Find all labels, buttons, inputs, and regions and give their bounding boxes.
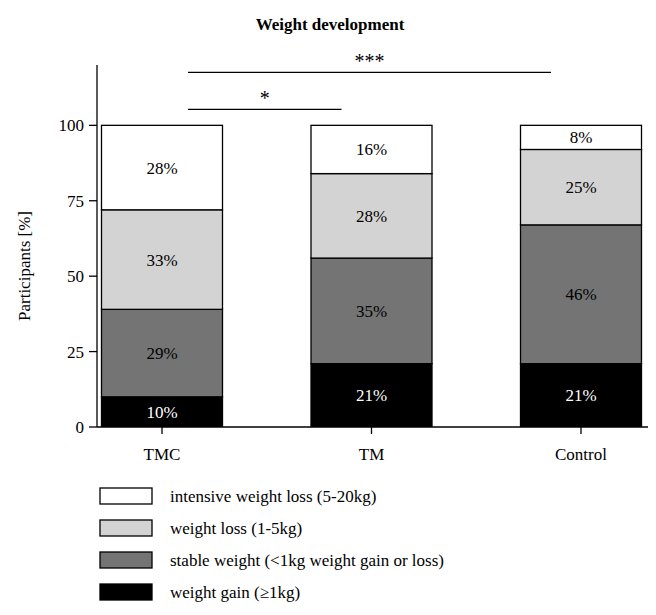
data-label: 28% (146, 159, 177, 178)
chart: Weight development Participants [%] 10% 29%… (0, 0, 656, 615)
legend-label: intensive weight loss (5-20kg) (170, 487, 376, 506)
y-tick-label: 75 (67, 192, 84, 211)
title: Weight development (256, 15, 405, 34)
y-tick (89, 426, 97, 427)
data-label: 16% (356, 140, 387, 159)
bar-segment (311, 258, 432, 364)
y-tick (89, 276, 97, 277)
bar-segment (311, 174, 432, 258)
bar-segment (521, 225, 642, 364)
significance-label: *** (355, 50, 385, 72)
y-tick (89, 125, 97, 126)
bar-segment (311, 364, 432, 427)
x-tick (580, 427, 581, 434)
bar-segment (311, 125, 432, 173)
y-tick (89, 200, 97, 201)
x-tick (161, 427, 162, 434)
x-tick (371, 427, 372, 434)
bar-segment (102, 309, 223, 396)
bar-segment (102, 125, 223, 209)
x-axis (97, 426, 648, 427)
legend-label: weight gain (≥1kg) (170, 583, 300, 602)
legend-label: stable weight (<1kg weight gain or loss) (170, 551, 444, 570)
bar-segment (521, 125, 642, 149)
data-label: 33% (146, 251, 177, 270)
data-label: 8% (570, 128, 593, 147)
data-label: 21% (565, 386, 596, 405)
bar-segment (102, 210, 223, 310)
x-tick-label: Control (555, 445, 607, 464)
data-label: 21% (356, 386, 387, 405)
x-tick-label: TMC (144, 445, 181, 464)
bar-segment (521, 149, 642, 224)
data-label: 35% (356, 302, 387, 321)
y-tick-label: 50 (67, 267, 84, 286)
legend-label: weight loss (1-5kg) (170, 519, 302, 538)
data-label: 46% (565, 285, 596, 304)
data-label: 28% (356, 207, 387, 226)
legend-swatch (100, 584, 152, 600)
y-tick (89, 351, 97, 352)
data-label: 29% (146, 344, 177, 363)
y-tick-label: 100 (59, 116, 85, 135)
legend-swatch (100, 552, 152, 568)
y-tick-label: 25 (67, 343, 84, 362)
y-axis-label: Participants [%] (15, 211, 34, 321)
y-axis (96, 65, 97, 427)
significance-label: * (260, 87, 270, 109)
legend-swatch (100, 520, 152, 536)
bars (102, 125, 642, 427)
data-label: 10% (146, 403, 177, 422)
bar-segment (102, 397, 223, 427)
data-label: 25% (565, 178, 596, 197)
bar-segment (521, 364, 642, 427)
y-tick-label: 0 (76, 418, 85, 437)
legend-swatch (100, 488, 152, 504)
x-tick-label: TM (359, 445, 385, 464)
